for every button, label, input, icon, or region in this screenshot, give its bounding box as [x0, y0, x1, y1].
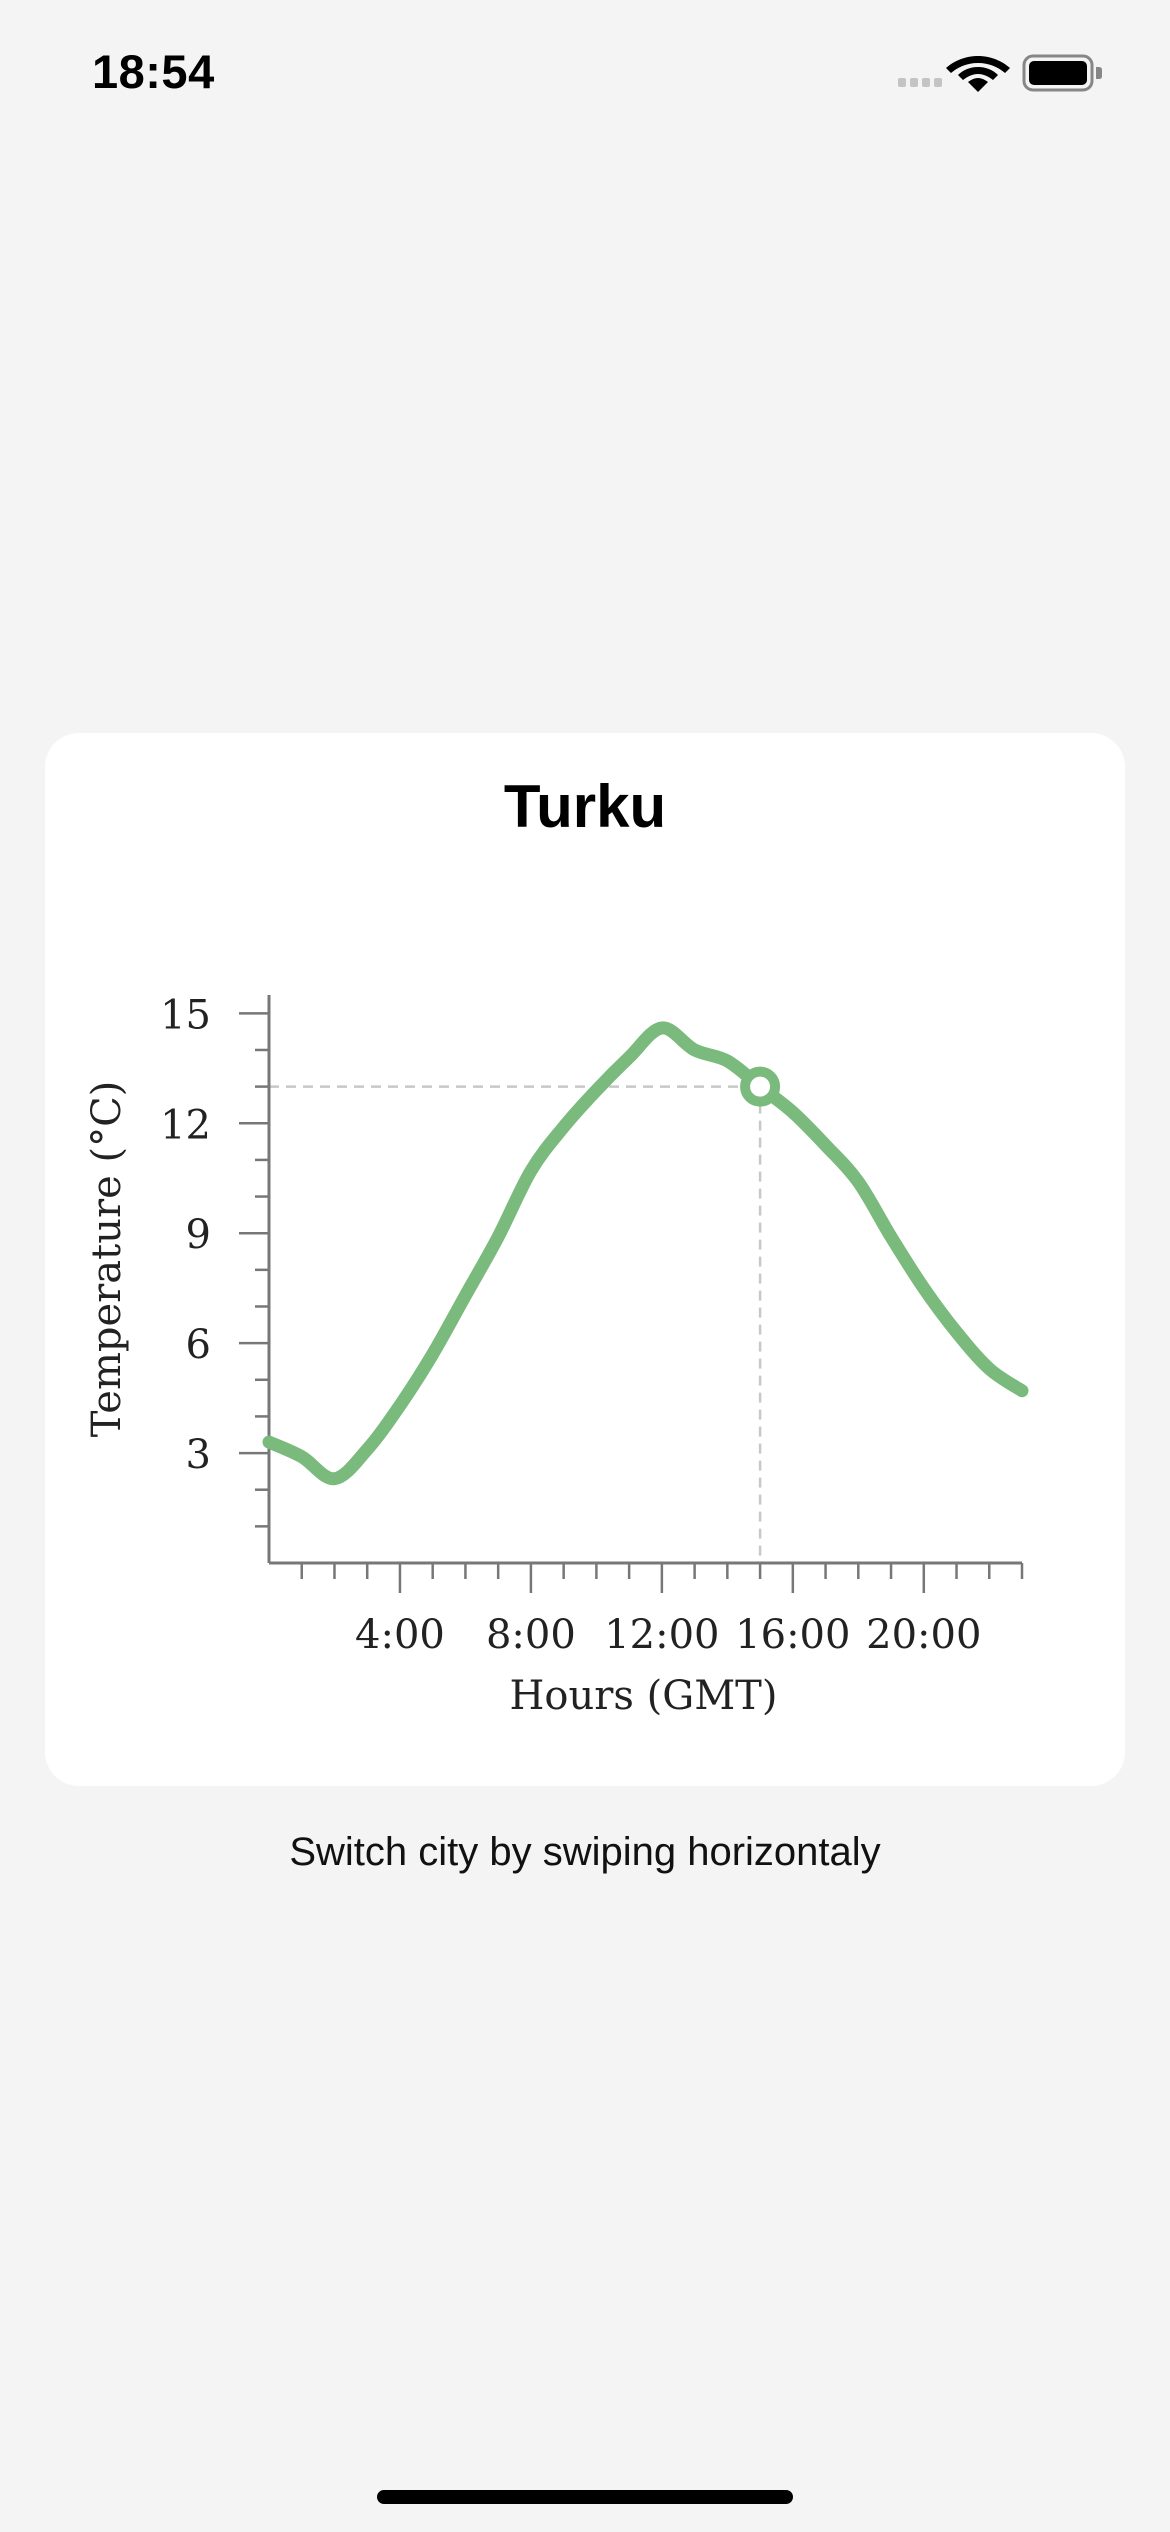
battery-icon [1022, 54, 1102, 92]
status-icons [896, 50, 1114, 100]
chart-card[interactable] [45, 733, 1125, 1786]
home-indicator[interactable] [377, 2490, 793, 2504]
wifi-icon [946, 56, 1010, 92]
cellular-signal-icon [898, 78, 942, 87]
city-title: Turku [503, 773, 667, 840]
swipe-hint: Switch city by swiping horizontaly [289, 1830, 881, 1874]
status-bar: 18:54 [0, 0, 1170, 150]
status-time: 18:54 [92, 45, 215, 98]
